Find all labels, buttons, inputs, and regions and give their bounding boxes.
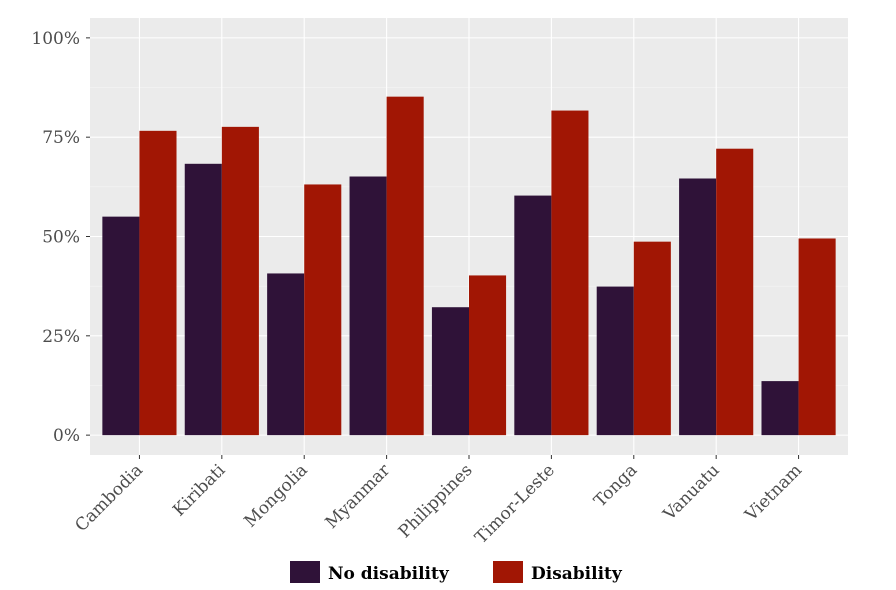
x-tick-label: Vietnam: [741, 460, 806, 525]
bar-no-disability-vanuatu: [679, 178, 717, 436]
x-tick-label: Vanuatu: [659, 460, 724, 525]
bar-disability-mongolia: [304, 184, 342, 436]
bar-disability-timor-leste: [551, 110, 589, 436]
y-tick-label: 75%: [42, 128, 80, 148]
x-tick-label: Philippines: [395, 460, 477, 542]
bar-disability-tonga: [633, 241, 671, 436]
y-tick-label: 50%: [42, 228, 80, 248]
bar-disability-vanuatu: [716, 148, 754, 436]
bar-no-disability-philippines: [431, 307, 469, 436]
bar-disability-philippines: [469, 275, 507, 436]
bar-disability-cambodia: [139, 130, 177, 436]
x-tick-label: Cambodia: [71, 460, 147, 536]
legend-swatch: [290, 561, 320, 583]
bar-disability-myanmar: [386, 96, 424, 436]
bar-disability-vietnam: [798, 238, 836, 436]
bar-no-disability-vietnam: [761, 381, 799, 436]
legend-label: Disability: [531, 564, 623, 584]
legend-swatch: [493, 561, 523, 583]
bar-no-disability-mongolia: [267, 273, 305, 436]
bar-no-disability-myanmar: [349, 176, 387, 436]
x-tick-label: Myanmar: [322, 460, 395, 533]
bar-no-disability-tonga: [596, 286, 634, 436]
bar-no-disability-cambodia: [102, 216, 140, 436]
x-tick-label: Timor-Leste: [471, 460, 559, 548]
x-tick-label: Mongolia: [241, 460, 312, 531]
x-tick-label: Kiribati: [169, 460, 229, 520]
y-tick-label: 100%: [31, 29, 80, 49]
x-tick-label: Tonga: [590, 460, 641, 511]
bar-disability-kiribati: [221, 126, 259, 436]
bar-no-disability-kiribati: [184, 163, 222, 436]
bar-no-disability-timor-leste: [514, 195, 552, 436]
legend: No disability Disability: [290, 561, 623, 584]
legend-label: No disability: [328, 564, 450, 584]
y-tick-label: 25%: [42, 327, 80, 347]
y-tick-label: 0%: [53, 426, 80, 446]
